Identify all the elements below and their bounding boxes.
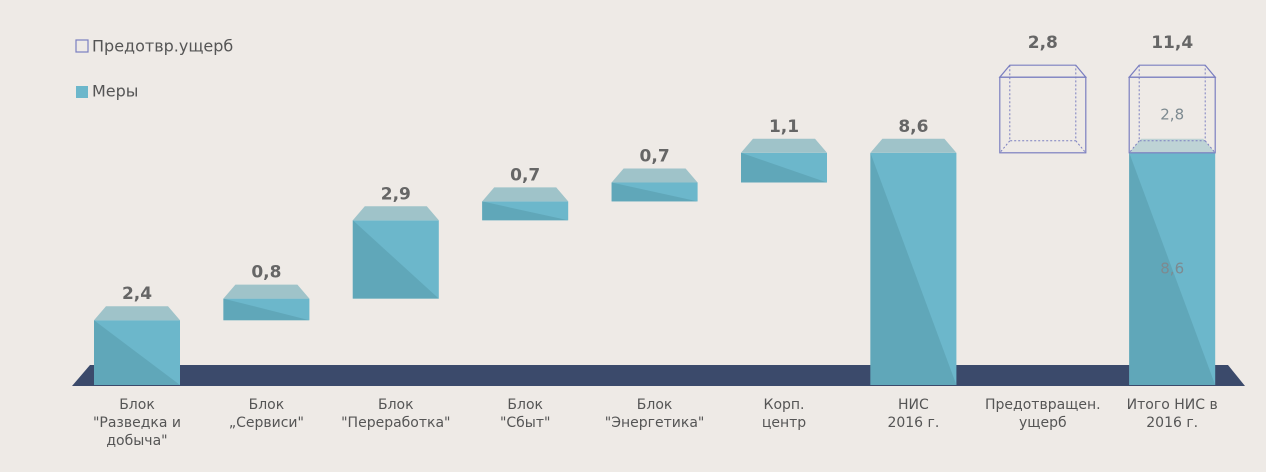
bar-shade bbox=[741, 152, 827, 183]
x-tick-label: Блок bbox=[637, 397, 673, 413]
x-tick-label: "Сбыт" bbox=[500, 415, 551, 431]
bar-shade bbox=[611, 182, 698, 202]
x-tick-label: НИС bbox=[898, 397, 929, 413]
x-tick-label: Блок bbox=[119, 397, 155, 413]
x-tick-label: Итого НИС в bbox=[1127, 397, 1218, 413]
legend-label: Меры bbox=[92, 82, 138, 101]
hollow-cap bbox=[1127, 64, 1217, 78]
x-tick-label: "Энергетика" bbox=[605, 415, 705, 431]
bar-cap bbox=[1129, 138, 1216, 153]
bar-shade bbox=[94, 320, 180, 385]
value-label: 0,7 bbox=[510, 165, 540, 185]
bar-cap bbox=[94, 306, 180, 321]
x-tick-label: "Переработка" bbox=[341, 415, 450, 431]
x-tick-label: Предотвращен. bbox=[985, 397, 1101, 413]
value-label: 0,8 bbox=[251, 263, 281, 283]
legend-swatch bbox=[76, 86, 88, 98]
bar-cap bbox=[352, 206, 439, 221]
value-label: 8,6 bbox=[1160, 259, 1184, 277]
base-band bbox=[72, 365, 1245, 386]
total-label: 11,4 bbox=[1151, 33, 1193, 53]
x-tick-label: Корп. bbox=[764, 397, 805, 413]
value-label: 2,8 bbox=[1160, 106, 1184, 124]
bar-shade bbox=[870, 152, 957, 385]
x-tick-label: центр bbox=[762, 415, 806, 431]
bar-cap bbox=[870, 138, 957, 153]
bar-shade bbox=[482, 201, 569, 221]
x-tick-label: 2016 г. bbox=[1146, 415, 1198, 431]
bar-shade bbox=[1129, 152, 1216, 385]
bar-cap bbox=[482, 187, 569, 202]
legend-swatch bbox=[75, 39, 89, 53]
hollow-back bbox=[999, 65, 1087, 154]
x-tick-label: „Сервиси" bbox=[229, 415, 304, 431]
x-tick-label: ущерб bbox=[1019, 415, 1067, 431]
x-tick-label: Блок bbox=[507, 397, 543, 413]
x-tick-label: 2016 г. bbox=[887, 415, 939, 431]
bar-cap bbox=[223, 284, 310, 299]
hollow-cap bbox=[998, 64, 1088, 78]
value-label: 2,9 bbox=[381, 184, 411, 204]
legend-label: Предотвр.ущерб bbox=[92, 37, 233, 56]
bar-shade bbox=[352, 220, 439, 299]
bar-cap bbox=[741, 138, 827, 153]
x-tick-label: "Разведка и bbox=[93, 415, 181, 431]
bar-cap bbox=[611, 168, 698, 183]
hollow-back bbox=[1128, 65, 1216, 154]
value-label: 0,7 bbox=[640, 147, 670, 167]
x-tick-label: Блок bbox=[249, 397, 285, 413]
value-label: 2,4 bbox=[122, 284, 152, 304]
value-label: 1,1 bbox=[769, 117, 799, 137]
x-tick-label: Блок bbox=[378, 397, 414, 413]
x-tick-label: добыча" bbox=[106, 433, 167, 449]
value-label: 8,6 bbox=[898, 117, 928, 137]
bar-shade bbox=[223, 298, 310, 321]
value-label: 2,8 bbox=[1028, 33, 1058, 53]
